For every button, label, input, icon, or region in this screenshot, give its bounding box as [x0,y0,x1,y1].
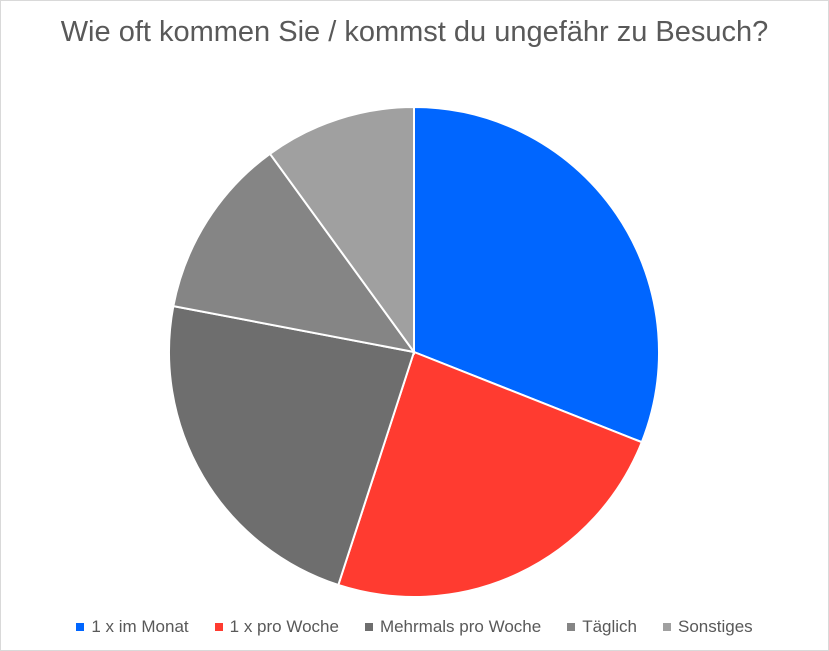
legend-swatch [663,623,671,631]
chart-legend: 1 x im Monat 1 x pro Woche Mehrmals pro Wo… [0,613,829,641]
legend-label: 1 x im Monat [91,617,189,636]
pie-slice-3 [168,304,416,587]
legend-item-1: 1 x im Monat [76,617,189,637]
legend-label: Täglich [582,617,637,636]
legend-item-2: 1 x pro Woche [214,617,339,637]
pie-slice-4 [172,152,417,354]
legend-swatch [364,623,373,631]
legend-item-3: Mehrmals pro Woche [364,617,542,637]
legend-swatch [76,623,85,631]
pie-slice-2 [337,350,644,598]
legend-label: Mehrmals pro Woche [379,617,542,636]
chart-title: Wie oft kommen Sie / kommst du ungefähr … [60,16,769,48]
pie-slice-1 [413,105,660,444]
legend-item-4: Täglich [567,617,637,637]
legend-label: 1 x pro Woche [229,617,339,636]
legend-swatch [567,623,576,631]
legend-label: Sonstiges [678,617,753,636]
legend-item-5: Sonstiges [663,617,753,637]
pie-slice-5 [268,105,415,356]
legend-swatch [214,623,223,631]
